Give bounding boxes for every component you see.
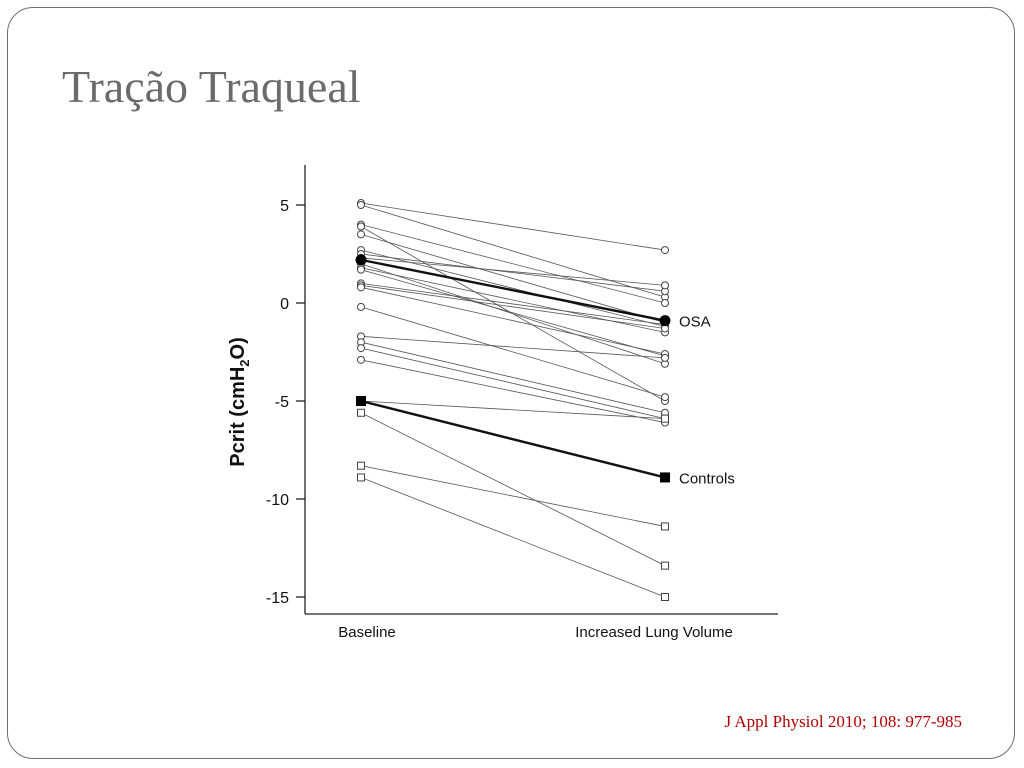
individual-point	[357, 265, 365, 274]
individual-point	[661, 593, 669, 601]
mean-point	[660, 472, 670, 483]
individual-line	[360, 465, 666, 527]
individual-line	[360, 283, 666, 325]
individual-point	[357, 473, 365, 482]
individual-point	[661, 522, 669, 531]
series-label-controls: Controls	[679, 470, 735, 487]
individual-point	[357, 302, 365, 311]
individual-line	[360, 263, 666, 365]
individual-point	[357, 230, 365, 239]
mean-point	[355, 254, 367, 266]
individual-line	[360, 359, 666, 423]
individual-line	[360, 341, 666, 414]
individual-line	[360, 249, 666, 327]
individual-line	[360, 477, 666, 598]
individual-line	[360, 412, 666, 566]
individual-point	[661, 246, 669, 255]
individual-line	[360, 224, 666, 304]
mean-point	[356, 396, 366, 406]
individual-point	[661, 299, 669, 307]
series-label-osa: OSA	[679, 314, 711, 331]
y-tick-label: -15	[266, 590, 289, 607]
individual-point	[357, 201, 365, 209]
individual-point	[661, 393, 669, 402]
mean-line-controls	[360, 399, 666, 479]
individual-point	[661, 561, 669, 570]
individual-line	[360, 269, 666, 357]
individual-line	[360, 286, 666, 355]
individual-line	[360, 347, 666, 420]
individual-point	[357, 283, 365, 292]
y-tick-label: 5	[280, 198, 289, 215]
y-tick-label: -5	[275, 394, 289, 411]
individual-point	[661, 353, 669, 362]
individual-line	[360, 202, 666, 251]
individual-point	[357, 222, 365, 231]
y-axis-label: Pcrit (cmH2O)	[227, 337, 252, 466]
citation: J Appl Physiol 2010; 108: 977-985	[724, 712, 962, 731]
individual-line	[360, 400, 666, 420]
individual-line	[360, 306, 666, 398]
individual-line	[360, 257, 666, 286]
individual-line	[360, 253, 666, 292]
individual-point	[661, 414, 669, 423]
individual-line	[360, 335, 666, 359]
x-category-label: Baseline	[338, 624, 396, 641]
individual-line	[360, 284, 666, 329]
y-tick-label: 0	[280, 296, 289, 313]
individual-point	[357, 344, 365, 353]
individual-point	[661, 281, 669, 290]
individual-line	[360, 204, 666, 298]
individual-line	[360, 267, 666, 333]
slide-title: Tração Traqueal	[62, 61, 361, 112]
x-category-label: Increased Lung Volume	[575, 624, 733, 641]
y-tick-label: -10	[266, 492, 289, 509]
mean-point	[659, 315, 671, 327]
individual-line	[360, 234, 666, 323]
individual-point	[357, 461, 365, 470]
mean-line-osa	[360, 258, 666, 322]
individual-point	[357, 355, 365, 364]
individual-point	[357, 408, 365, 417]
